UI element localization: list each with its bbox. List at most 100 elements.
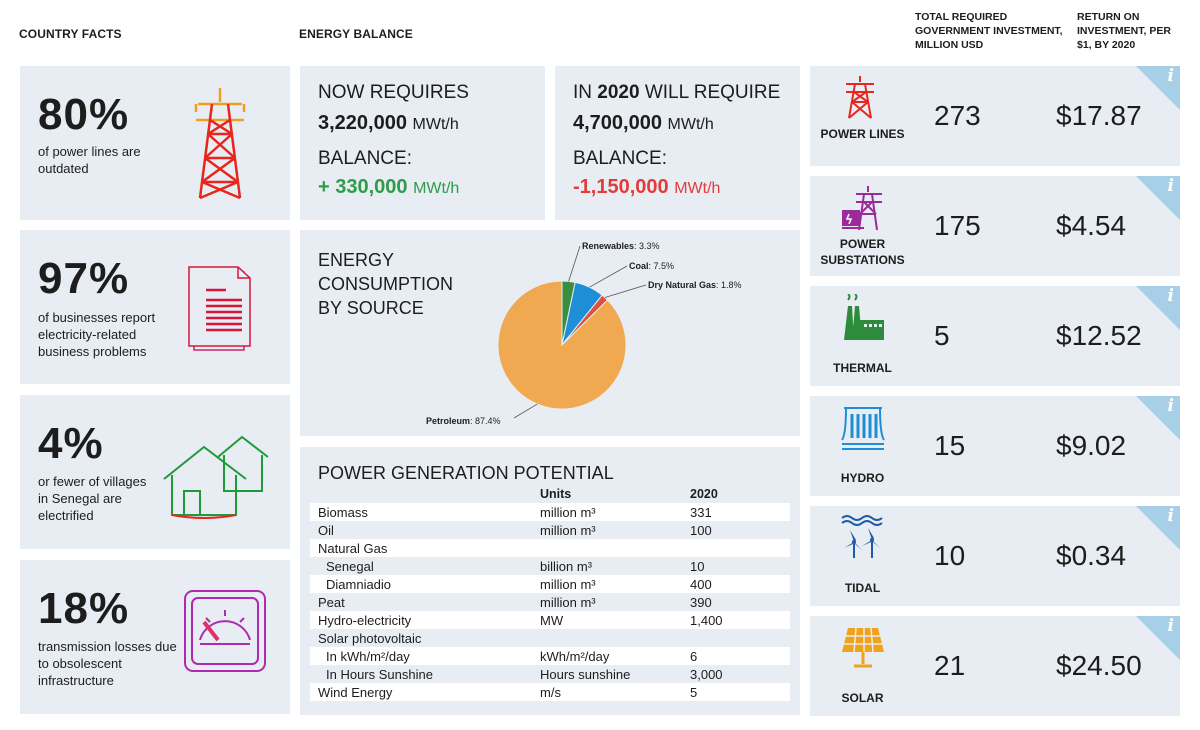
info-corner[interactable]: [1136, 286, 1180, 330]
table-row: Peat million m³ 390: [310, 593, 790, 611]
row-name: Natural Gas: [310, 539, 540, 557]
info-corner[interactable]: [1136, 396, 1180, 440]
investment-row-power-substations: POWER SUBSTATIONS 175 $4.54 i: [810, 176, 1180, 276]
meter-icon: [184, 590, 266, 672]
info-icon[interactable]: i: [1167, 616, 1174, 636]
row-value: 400: [690, 575, 790, 593]
info-icon[interactable]: i: [1167, 176, 1174, 196]
row-value: 10: [690, 558, 705, 574]
row-unit: MW: [540, 611, 690, 629]
investment-amount: 273: [934, 100, 981, 131]
info-corner[interactable]: [1136, 66, 1180, 110]
info-icon[interactable]: i: [1167, 286, 1174, 306]
pie-label-dry-natural-gas: Dry Natural Gas: 1.8%: [648, 280, 742, 290]
row-name: Peat: [318, 594, 345, 610]
consumption-title: ENERGY CONSUMPTION BY SOURCE: [318, 250, 453, 318]
power-tower-icon: [840, 74, 880, 125]
energy-balance-header: ENERGY BALANCE: [299, 27, 413, 41]
will-require-unit: MWt/h: [667, 116, 714, 133]
fact-card-villages: 4% or fewer of villages in Senegal are e…: [20, 395, 290, 549]
roi-amount: $4.54: [1056, 210, 1127, 241]
row-unit: million m³: [540, 575, 690, 593]
info-corner[interactable]: [1136, 506, 1180, 550]
fact-card-power-lines: 80% of power lines are outdated: [20, 66, 290, 220]
balance-now-value: + 330,000: [318, 176, 408, 198]
row-value: [690, 629, 790, 647]
table-row: Wind Energy m/s 5: [310, 683, 790, 701]
country-facts-header: COUNTRY FACTS: [19, 27, 122, 41]
fact-card-losses: 18% transmission losses due to obsolesce…: [20, 560, 290, 714]
row-name: Solar photovoltaic: [318, 630, 422, 646]
roi-amount: $17.87: [1056, 100, 1142, 131]
row-name: Biomass: [310, 503, 540, 521]
row-value: 1,400: [690, 611, 790, 629]
will-require-label: IN 2020 WILL REQUIRE: [573, 82, 781, 103]
table-row: Natural Gas: [310, 539, 790, 557]
row-label: POWER SUBSTATIONS: [820, 237, 905, 267]
balance-now-unit: MWt/h: [413, 180, 460, 197]
now-requires-unit: MWt/h: [412, 116, 459, 133]
fact-percent: 4%: [38, 419, 104, 468]
row-label: POWER LINES: [820, 127, 905, 141]
investment-amount: 5: [934, 320, 950, 351]
investment-row-power-lines: POWER LINES 273 $17.87 i: [810, 66, 1180, 166]
balance-label: BALANCE:: [573, 148, 667, 169]
row-value: [690, 539, 790, 557]
pie-label-renewables: Renewables: 3.3%: [582, 241, 660, 251]
info-corner[interactable]: [1136, 616, 1180, 660]
row-name: Diamniadio: [310, 575, 540, 593]
solar-panel-icon: [840, 624, 886, 675]
fact-card-businesses: 97% of businesses report electricity-rel…: [20, 230, 290, 384]
row-value: 3,000: [690, 666, 723, 682]
wind-turbines-icon: [840, 514, 886, 565]
table-row: Oil million m³ 100: [310, 521, 790, 539]
row-unit: m/s: [540, 683, 690, 701]
info-corner[interactable]: [1136, 176, 1180, 220]
fact-percent: 97%: [38, 254, 130, 303]
table-row: Biomass million m³ 331: [310, 503, 790, 521]
potential-table: Units 2020 Biomass million m³ 331 Oil millio…: [310, 485, 790, 701]
investment-amount: 15: [934, 430, 966, 461]
row-name: Wind Energy: [310, 683, 540, 701]
power-tower-icon: [194, 88, 246, 200]
row-value: 100: [690, 522, 712, 538]
will-require-value: 4,700,000: [573, 112, 662, 134]
balance-2020-card: IN 2020 WILL REQUIRE 4,700,000 MWt/h BAL…: [555, 66, 800, 220]
row-name: Senegal: [326, 558, 374, 574]
investment-row-hydro: HYDRO 15 $9.02 i: [810, 396, 1180, 496]
investment-amount: 10: [934, 540, 966, 571]
row-unit: billion m³: [540, 558, 593, 574]
pie-leader-line: [568, 245, 581, 282]
fact-text: or fewer of villages in Senegal are elec…: [38, 474, 147, 523]
substation-icon: [840, 184, 886, 237]
roi-amount: $12.52: [1056, 320, 1142, 351]
row-label: TIDAL: [844, 581, 881, 595]
houses-icon: [163, 435, 269, 519]
pie-label-coal: Coal: 7.5%: [629, 261, 674, 271]
row-name: Oil: [318, 522, 334, 538]
thermal-plant-icon: [840, 293, 886, 347]
investment-row-tidal: TIDAL 10 $0.34 i: [810, 506, 1180, 606]
row-unit: [540, 629, 690, 647]
row-value: 390: [690, 594, 712, 610]
row-value: 331: [690, 503, 790, 521]
balance-2020-value: -1,150,000: [573, 176, 669, 198]
row-unit: million m³: [540, 503, 690, 521]
info-icon[interactable]: i: [1167, 66, 1174, 86]
table-row: In kWh/m²/day kWh/m²/day 6: [310, 647, 790, 665]
info-icon[interactable]: i: [1167, 396, 1174, 416]
pie-leader-line: [604, 284, 647, 298]
row-label: SOLAR: [841, 691, 884, 705]
now-requires-value: 3,220,000: [318, 112, 407, 134]
roi-amount: $24.50: [1056, 650, 1142, 681]
table-row: Solar photovoltaic: [310, 629, 790, 647]
investment-row-solar: SOLAR 21 $24.50 i: [810, 616, 1180, 716]
pie-leader-line: [513, 403, 538, 419]
balance-2020-unit: MWt/h: [674, 180, 721, 197]
balance-label: BALANCE:: [318, 148, 412, 169]
info-icon[interactable]: i: [1167, 506, 1174, 526]
table-row: In Hours Sunshine Hours sunshine 3,000: [310, 665, 790, 683]
investment-row-thermal: THERMAL 5 $12.52 i: [810, 286, 1180, 386]
roi-amount: $9.02: [1056, 430, 1127, 461]
row-value: 6: [690, 647, 790, 665]
